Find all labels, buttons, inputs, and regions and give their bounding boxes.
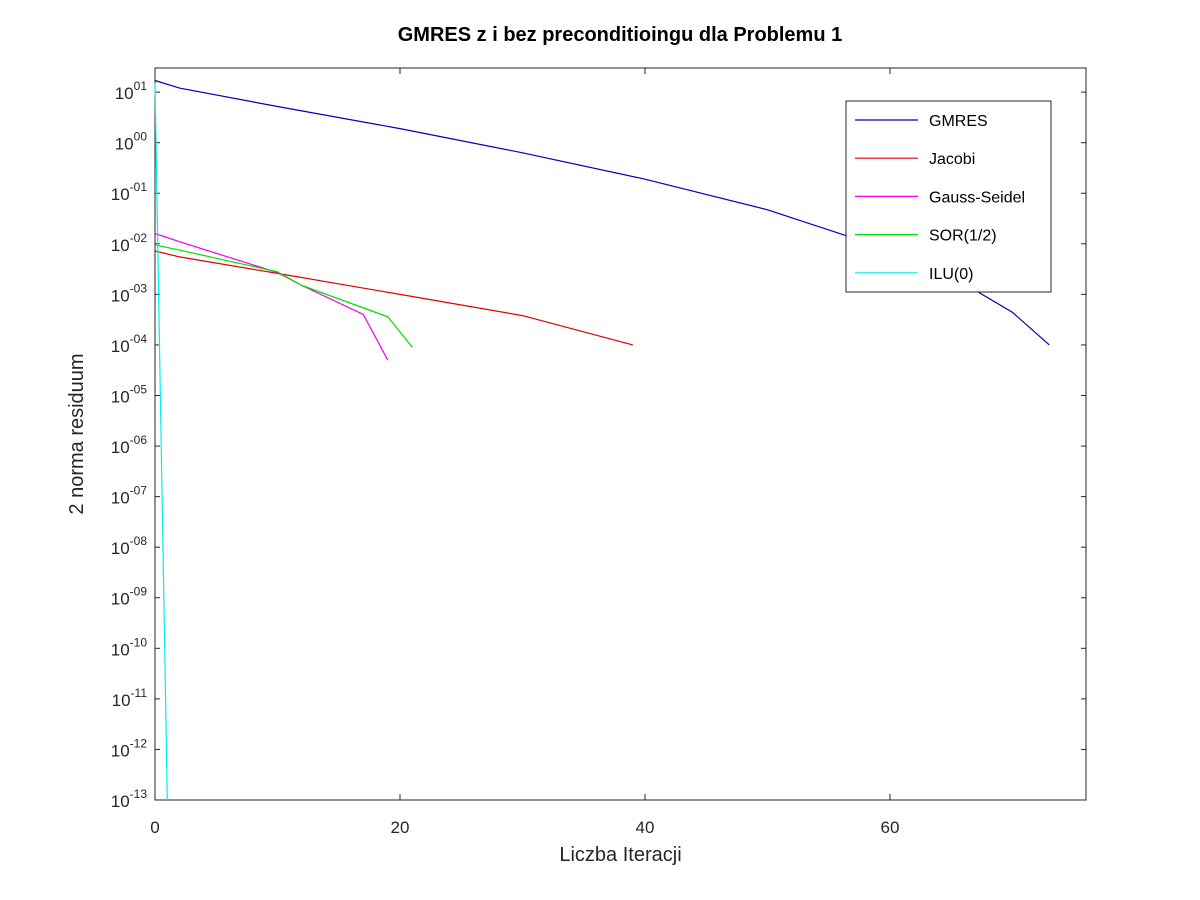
- y-axis-label: 2 norma residuum: [66, 353, 88, 514]
- y-tick-label: 10-09: [111, 585, 148, 609]
- legend-label-gauss-seidel: Gauss-Seidel: [929, 189, 1025, 206]
- x-tick-label: 40: [636, 818, 655, 837]
- y-tick-label: 10-11: [112, 686, 148, 710]
- y-axis: 1001 1000 10-01 10-02 10-03 10-04 10-05 10-06 10…: [111, 79, 1086, 811]
- series-line-jacobi: [154, 250, 633, 346]
- y-tick-label: 10-02: [111, 231, 148, 255]
- legend-label-jacobi: Jacobi: [929, 151, 975, 168]
- x-tick-label: 20: [391, 818, 410, 837]
- y-tick-label: 1001: [115, 79, 148, 103]
- legend-label-ilu-0: ILU(0): [929, 266, 973, 283]
- y-tick-label: 10-06: [111, 433, 148, 457]
- x-tick-label: 0: [150, 818, 159, 837]
- y-tick-label: 10-04: [111, 332, 148, 356]
- x-tick-label: 60: [881, 818, 900, 837]
- y-tick-label: 10-01: [111, 180, 148, 204]
- y-tick-label: 10-08: [111, 534, 148, 558]
- y-tick-label: 1000: [115, 130, 148, 154]
- legend: GMRES Jacobi Gauss-Seidel SOR(1/2) ILU(0): [845, 100, 1052, 293]
- y-tick-label: 10-12: [111, 736, 148, 760]
- y-tick-label: 10-07: [111, 484, 148, 508]
- x-axis: 0 20 40 60: [150, 68, 899, 837]
- legend-label-gmres: GMRES: [929, 113, 988, 130]
- x-axis-label: Liczba Iteracji: [559, 844, 681, 866]
- y-tick-label: 10-13: [111, 787, 148, 811]
- chart-title: GMRES z i bez preconditioingu dla Proble…: [398, 24, 842, 46]
- series-line-sor-1-2: [154, 244, 413, 348]
- y-tick-label: 10-10: [111, 635, 148, 659]
- y-tick-label: 10-03: [111, 281, 148, 305]
- y-tick-label: 10-05: [111, 382, 148, 406]
- legend-label-sor-1-2: SOR(1/2): [929, 228, 997, 245]
- series-line-ilu-0: [154, 83, 168, 801]
